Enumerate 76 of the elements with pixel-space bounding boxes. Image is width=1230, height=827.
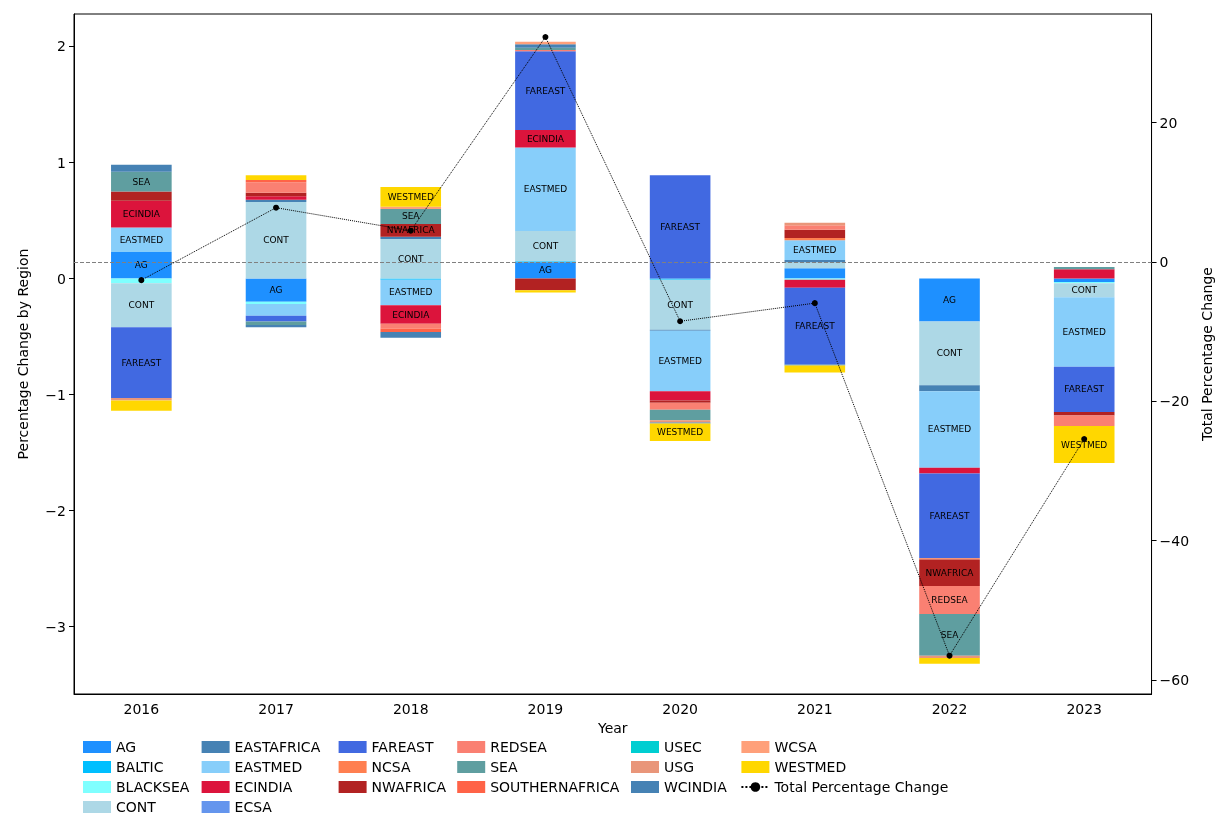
- x-tick-label: 2017: [258, 701, 294, 717]
- legend-label: SOUTHERNAFRICA: [490, 779, 620, 795]
- data-label: AG: [943, 295, 957, 306]
- data-label: EASTMED: [389, 287, 433, 298]
- data-label: FAREAST: [660, 221, 701, 232]
- data-label: FAREAST: [794, 321, 836, 332]
- data-label: ECINDIA: [122, 209, 161, 220]
- data-label: CONT: [263, 235, 290, 246]
- data-label: REDSEA: [931, 595, 969, 606]
- legend-label: EASTMED: [234, 759, 303, 775]
- legend-label: REDSEA: [490, 739, 548, 755]
- data-label: WESTMED: [387, 191, 434, 202]
- x-tick-label: 2022: [931, 701, 968, 717]
- y-tick-label: −1: [45, 386, 66, 403]
- legend-label: WCINDIA: [664, 779, 728, 795]
- data-label: WESTMED: [1061, 439, 1108, 450]
- data-label: SEA: [401, 211, 421, 222]
- data-label: CONT: [532, 241, 559, 252]
- data-label: FAREAST: [1064, 384, 1105, 395]
- y2-tick-label: −40: [1159, 532, 1190, 549]
- data-label: FAREAST: [525, 85, 566, 96]
- x-axis-title: Year: [596, 719, 628, 736]
- legend-label: FAREAST: [371, 739, 434, 755]
- y-tick-label: −2: [45, 502, 66, 519]
- data-label: EASTMED: [793, 245, 837, 256]
- data-label: ECINDIA: [526, 133, 565, 144]
- legend-label: USEC: [664, 739, 702, 755]
- legend-label: SEA: [490, 759, 518, 775]
- y2-tick-label: −20: [1159, 393, 1190, 410]
- legend-label: BALTIC: [116, 759, 164, 775]
- data-label: EASTMED: [927, 424, 972, 435]
- data-label: CONT: [936, 348, 963, 359]
- data-label: SEA: [940, 629, 960, 640]
- x-tick-label: 2016: [123, 701, 160, 717]
- legend-label: CONT: [116, 799, 157, 815]
- data-label: EASTMED: [119, 234, 164, 245]
- data-label: FAREAST: [121, 357, 162, 368]
- x-tick-label: 2023: [1066, 701, 1103, 717]
- y-tick-label: 0: [57, 270, 66, 287]
- legend-label: AG: [116, 739, 137, 755]
- legend-label: WESTMED: [774, 759, 847, 775]
- legend-label: USG: [664, 759, 694, 775]
- data-label: EASTMED: [1062, 326, 1106, 337]
- data-label: EASTMED: [523, 184, 568, 195]
- x-tick-label: 2019: [527, 701, 564, 717]
- y-axis-title: Percentage Change by Region: [15, 248, 31, 460]
- legend-label: ECINDIA: [234, 779, 293, 795]
- y-tick-label: 2: [57, 38, 66, 55]
- legend-label: WCSA: [774, 739, 818, 755]
- data-label: CONT: [128, 300, 155, 311]
- legend-label: BLACKSEA: [116, 779, 190, 795]
- legend-label: Total Percentage Change: [773, 779, 949, 795]
- x-tick-label: 2020: [662, 701, 698, 717]
- data-label: SEA: [132, 176, 151, 187]
- y2-axis-title: Total Percentage Change: [1199, 267, 1215, 442]
- data-label: NWAFRICA: [925, 567, 975, 578]
- x-tick-label: 2018: [392, 701, 429, 717]
- legend-label: NCSA: [371, 759, 411, 775]
- data-label: CONT: [1071, 285, 1098, 296]
- data-label: FAREAST: [929, 510, 970, 521]
- y-tick-label: −3: [45, 618, 66, 635]
- x-tick-label: 2021: [797, 701, 833, 717]
- data-label: ECINDIA: [392, 309, 431, 320]
- y2-tick-label: 20: [1159, 114, 1178, 131]
- data-label: AG: [538, 265, 552, 276]
- data-label: EASTMED: [658, 355, 702, 366]
- y-tick-label: 1: [57, 154, 66, 171]
- data-label: AG: [269, 285, 283, 296]
- y2-tick-label: 0: [1159, 254, 1169, 271]
- legend-label: NWAFRICA: [371, 779, 447, 795]
- data-label: CONT: [667, 299, 694, 310]
- legend-label: EASTAFRICA: [234, 739, 321, 755]
- data-label: WESTMED: [657, 427, 704, 438]
- data-label: CONT: [397, 253, 425, 264]
- y2-tick-label: −60: [1159, 672, 1190, 689]
- legend-label: ECSA: [234, 799, 273, 815]
